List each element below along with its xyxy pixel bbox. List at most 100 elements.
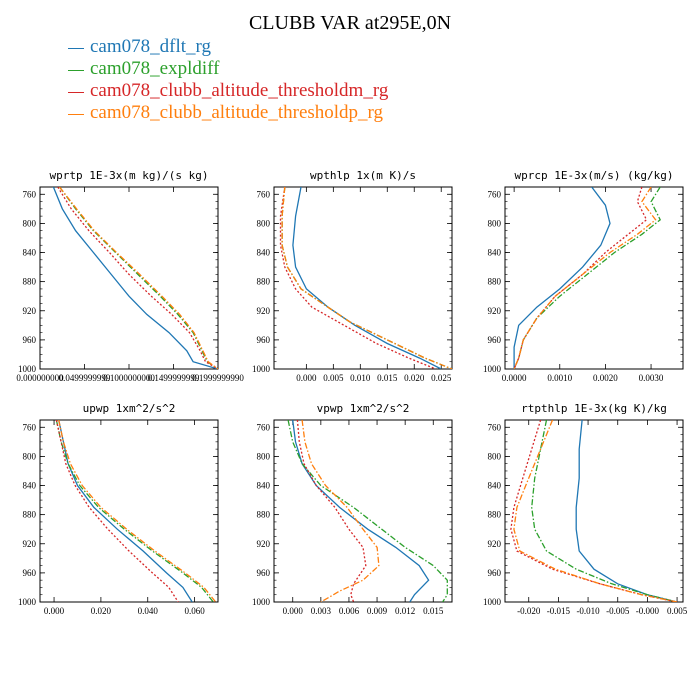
legend-swatch <box>68 91 84 93</box>
x-tick-label: 0.015 <box>423 606 444 616</box>
series-line-4 <box>513 420 678 602</box>
panel-4: upwp 1xm^2/s^2 760 800 840 880 920 960 1000 0.00… <box>18 402 219 616</box>
y-tick-label: 920 <box>23 539 37 549</box>
legend-label: cam078_clubb_altitude_thresholdm_rg <box>90 80 389 101</box>
x-tick-label: 0.000 <box>283 606 304 616</box>
y-tick-label: 760 <box>23 189 37 199</box>
y-tick-label: 880 <box>23 277 37 287</box>
series-line-3 <box>510 420 678 602</box>
x-tick-label: 0.0030 <box>639 373 664 383</box>
series-line-4 <box>59 187 218 369</box>
x-tick-label: -0.010 <box>576 606 600 616</box>
y-tick-label: 800 <box>488 451 502 461</box>
y-tick-label: 800 <box>23 218 37 228</box>
y-tick-label: 960 <box>23 335 37 345</box>
series-line-2 <box>59 187 218 369</box>
legend-label: cam078_dflt_rg <box>90 36 212 57</box>
x-tick-label: 0.010 <box>350 373 371 383</box>
series-line-1 <box>513 187 611 369</box>
x-tick-label: 0.006 <box>339 606 360 616</box>
series-line-2 <box>55 420 214 602</box>
series-line-3 <box>296 420 367 602</box>
series-line-2 <box>287 420 448 602</box>
panel-6: rtpthlp 1E-3x(kg K)/kg 760 800 840 880 920 960… <box>483 402 688 616</box>
y-tick-label: 760 <box>488 422 502 432</box>
y-tick-label: 840 <box>488 248 502 258</box>
x-tick-label: 0.1999999990 <box>192 373 244 383</box>
panel-1: wprtp 1E-3x(m kg)/(s kg) 760 800 840 880 920 9… <box>16 169 244 383</box>
y-tick-label: 800 <box>257 218 271 228</box>
x-tick-label: 0.0000 <box>502 373 527 383</box>
plot-frame <box>504 186 684 370</box>
y-tick-label: 920 <box>257 306 271 316</box>
y-tick-label: 880 <box>257 277 271 287</box>
y-tick-label: 760 <box>488 189 502 199</box>
x-tick-label: -0.015 <box>547 606 571 616</box>
y-tick-label: 840 <box>23 481 37 491</box>
y-tick-label: 1000 <box>18 364 37 374</box>
series-line-1 <box>575 420 678 602</box>
series-line-2 <box>513 187 662 369</box>
y-tick-label: 880 <box>257 510 271 520</box>
plot-frame <box>273 186 453 370</box>
series-line-4 <box>281 187 452 369</box>
panel-2: wpthlp 1x(m K)/s 760 800 840 880 920 960 1000 0.… <box>252 169 453 383</box>
y-tick-label: 800 <box>23 451 37 461</box>
x-tick-label: 0.0020 <box>593 373 618 383</box>
x-tick-label: 0.0499999999 <box>59 373 111 383</box>
x-tick-label: -0.005 <box>606 606 630 616</box>
legend-item: cam078_expldiff <box>68 58 388 80</box>
series-line-4 <box>513 187 657 369</box>
legend-item: cam078_clubb_altitude_thresholdm_rg <box>68 80 388 102</box>
series-line-2 <box>281 187 452 369</box>
y-tick-label: 880 <box>488 510 502 520</box>
x-tick-label: 0.005 <box>667 606 688 616</box>
legend-swatch <box>68 113 84 115</box>
legend: cam078_dflt_rg cam078_expldiff cam078_cl… <box>68 36 388 124</box>
panel-title: upwp 1xm^2/s^2 <box>83 402 176 415</box>
legend-swatch <box>68 69 84 71</box>
figure-title: CLUBB VAR at295E,0N <box>248 12 452 34</box>
series-line-1 <box>292 420 430 602</box>
y-tick-label: 920 <box>257 539 271 549</box>
y-tick-label: 960 <box>23 568 37 578</box>
panel-3: wprcp 1E-3x(m/s) (kg/kg) 760 800 840 880 920 9… <box>483 169 684 383</box>
y-tick-label: 960 <box>257 335 271 345</box>
series-line-3 <box>57 187 218 369</box>
y-tick-label: 760 <box>23 422 37 432</box>
y-tick-label: 960 <box>488 568 502 578</box>
x-tick-label: 0.009 <box>367 606 388 616</box>
y-tick-label: 1000 <box>483 364 502 374</box>
panel-title: wprtp 1E-3x(m kg)/(s kg) <box>50 169 209 182</box>
plot-frame <box>504 419 684 603</box>
y-tick-label: 800 <box>257 451 271 461</box>
panel-title: vpwp 1xm^2/s^2 <box>317 402 410 415</box>
panel-title: wpthlp 1x(m K)/s <box>310 169 416 182</box>
x-tick-label: 0.012 <box>395 606 415 616</box>
plot-frame <box>39 186 219 370</box>
y-tick-label: 760 <box>257 422 271 432</box>
series-line-3 <box>55 420 179 602</box>
legend-item: cam078_clubb_altitude_thresholdp_rg <box>68 102 388 124</box>
y-tick-label: 1000 <box>252 364 271 374</box>
y-tick-label: 960 <box>488 335 502 345</box>
y-tick-label: 1000 <box>252 597 271 607</box>
plot-frame <box>273 419 453 603</box>
series-line-4 <box>58 420 217 602</box>
x-tick-label: 0.003 <box>311 606 332 616</box>
y-tick-label: 840 <box>23 248 37 258</box>
series-line-1 <box>292 187 442 369</box>
x-tick-label: 0.1000000000 <box>103 373 155 383</box>
panel-5: vpwp 1xm^2/s^2 760 800 840 880 920 960 1000 0.00… <box>252 402 453 616</box>
y-tick-label: 920 <box>488 306 502 316</box>
y-tick-label: 1000 <box>18 597 37 607</box>
x-tick-label: 0.040 <box>138 606 159 616</box>
series-line-1 <box>58 420 193 602</box>
x-tick-label: 0.060 <box>184 606 205 616</box>
y-tick-label: 840 <box>257 481 271 491</box>
x-tick-label: 0.1499999999 <box>148 373 200 383</box>
panel-title: rtpthlp 1E-3x(kg K)/kg <box>521 402 667 415</box>
x-tick-label: 0.025 <box>431 373 452 383</box>
